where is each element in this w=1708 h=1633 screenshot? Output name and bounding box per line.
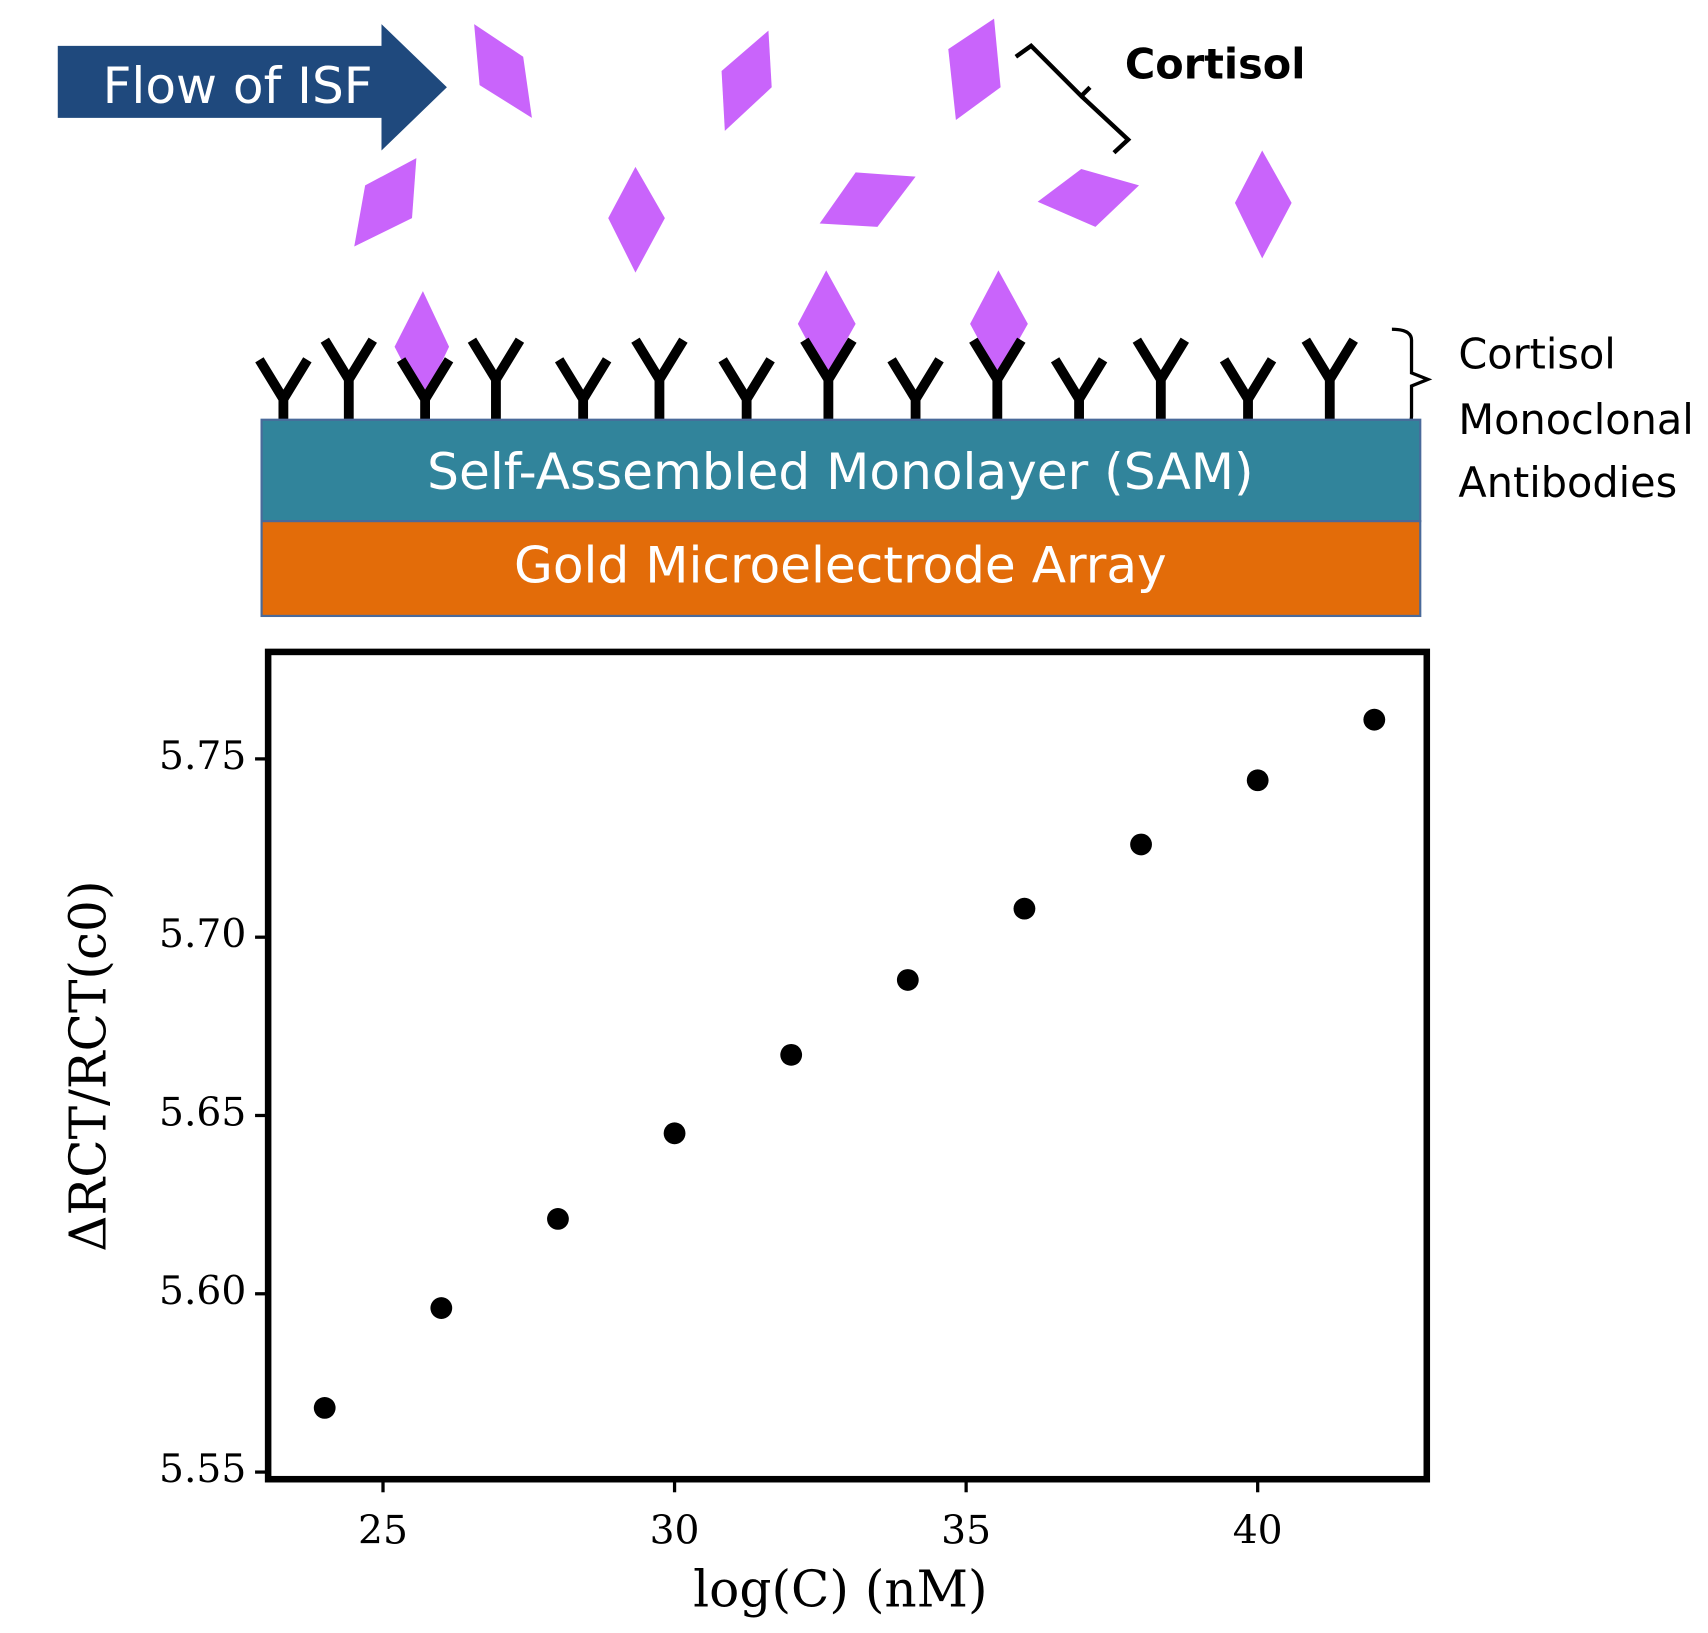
data-point — [1013, 897, 1036, 920]
plot: log(C) (nM) ΔRCT/RCT(c0) 5.55 5.60 5.65 5.7… — [59, 648, 1431, 1619]
y-tick-label: 5.70 — [159, 912, 246, 957]
x-tick-label: 30 — [650, 1509, 700, 1554]
data-point — [896, 969, 919, 991]
antibody-label-line: Monoclonal — [1458, 396, 1693, 444]
flow-arrow: Flow of ISF — [57, 24, 447, 151]
gold-label: Gold Microelectrode Array — [514, 536, 1167, 595]
y-tick-label: 5.75 — [159, 734, 246, 779]
plot-frame — [264, 648, 1431, 1483]
antibody — [467, 337, 525, 426]
antibody-label-line: Antibodies — [1458, 459, 1677, 507]
antibody — [1301, 337, 1358, 426]
y-axis-label: ΔRCT/RCT(c0) — [59, 880, 118, 1251]
antibody — [1132, 337, 1189, 426]
sam-layer — [260, 418, 1422, 523]
antibody — [800, 337, 857, 426]
data-point — [547, 1207, 569, 1230]
data-point — [1130, 833, 1152, 856]
data-point — [1246, 769, 1269, 792]
antibody-bracket — [1391, 327, 1433, 430]
flow-label: Flow of ISF — [103, 56, 373, 115]
data-point — [1363, 708, 1386, 731]
sam-label: Self-Assembled Monolayer (SAM) — [427, 442, 1253, 501]
y-tick-label: 5.65 — [159, 1090, 246, 1135]
gold-layer — [260, 520, 1422, 618]
antibody — [631, 337, 688, 426]
data-point — [313, 1396, 336, 1419]
antibody — [320, 337, 377, 426]
data-point — [663, 1122, 686, 1145]
cortisol-label: Cortisol — [1125, 41, 1306, 89]
y-tick-label: 5.55 — [159, 1447, 246, 1492]
x-axis-label: log(C) (nM) — [693, 1560, 987, 1619]
x-tick-label: 35 — [941, 1509, 991, 1554]
y-tick-label: 5.60 — [159, 1269, 246, 1314]
data-point — [780, 1043, 803, 1066]
antibody — [969, 337, 1026, 426]
x-tick-label: 40 — [1233, 1509, 1283, 1554]
cortisol-bracket — [1014, 43, 1132, 155]
x-tick-label: 25 — [358, 1509, 408, 1554]
data-point — [430, 1297, 453, 1319]
antibody-label: Cortisol Monoclonal Antibodies — [1458, 331, 1707, 508]
antibody-label-line: Cortisol — [1458, 331, 1615, 379]
